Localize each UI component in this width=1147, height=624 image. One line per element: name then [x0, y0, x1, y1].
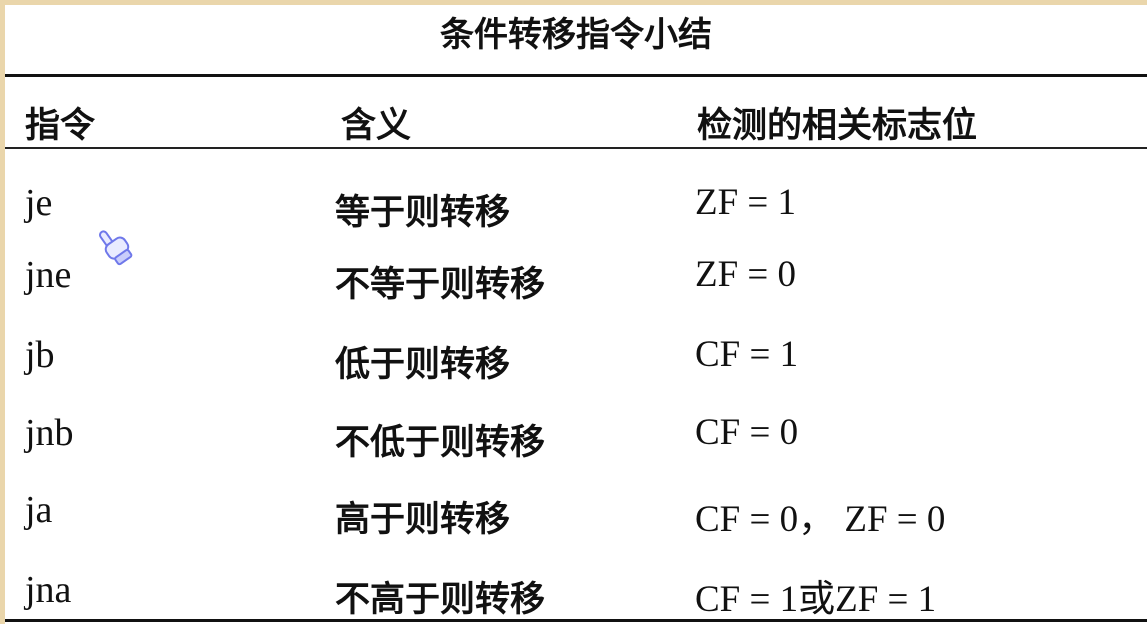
flags-cell: ZF = 1 [695, 182, 797, 223]
flags-cell: CF = 0， ZF = 0 [695, 499, 946, 540]
instruction-cell: je [25, 182, 53, 224]
meaning-cell: 高于则转移 [335, 499, 511, 540]
meaning-cell: 不高于则转移 [335, 579, 546, 620]
header-meaning: 含义 [341, 105, 412, 146]
header-instruction: 指令 [25, 105, 96, 146]
top-rule [5, 74, 1147, 77]
instruction-cell: jb [25, 334, 55, 376]
instruction-cell: jnb [25, 412, 74, 454]
flags-cell: ZF = 0 [695, 254, 797, 295]
flags-cell: CF = 1 [695, 334, 799, 375]
meaning-cell: 等于则转移 [335, 192, 511, 233]
slide-title: 条件转移指令小结 [440, 15, 712, 55]
header-flags: 检测的相关标志位 [697, 105, 978, 146]
flags-cell: CF = 1或ZF = 1 [695, 579, 937, 620]
instruction-cell: ja [25, 489, 53, 531]
hand-pointer-icon [91, 223, 139, 275]
meaning-cell: 低于则转移 [335, 344, 511, 385]
header-rule [5, 147, 1147, 149]
slide: 条件转移指令小结 指令 含义 检测的相关标志位 je 等于则转移 ZF = 1 jne… [5, 5, 1147, 624]
instruction-cell: jne [25, 254, 72, 296]
meaning-cell: 不等于则转移 [335, 264, 546, 305]
instruction-cell: jna [25, 569, 72, 611]
bottom-rule [5, 619, 1147, 622]
meaning-cell: 不低于则转移 [335, 422, 546, 463]
flags-cell: CF = 0 [695, 412, 799, 453]
